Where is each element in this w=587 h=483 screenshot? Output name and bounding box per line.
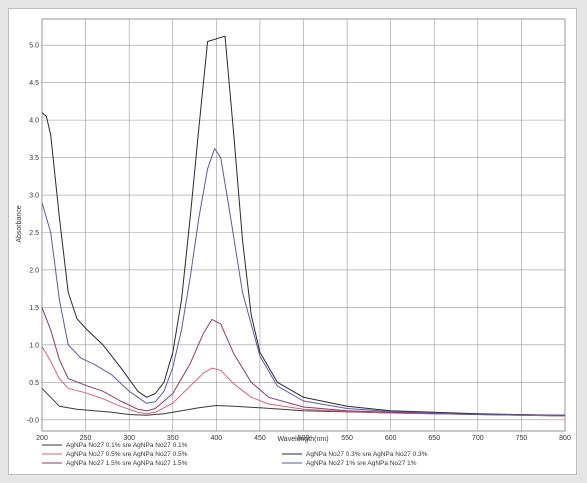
- x-tick-label: 250: [80, 435, 92, 442]
- x-axis-title: Wavelength(nm): [277, 436, 328, 443]
- x-tick-label: 200: [36, 435, 48, 442]
- legend-label-5: AgNPa No27 1% sre AgNPa No27 1%: [306, 460, 417, 467]
- x-tick-label: 600: [385, 435, 397, 442]
- y-tick-label: 1.0: [29, 342, 39, 349]
- y-tick-label: 0.5: [29, 380, 39, 387]
- y-tick-label: 5.0: [29, 43, 39, 50]
- legend: AgNPa No27 0.1% sre AgNPa No27 0.1% AgNPa…: [42, 442, 428, 467]
- tick-labels: 200 250 300 350 400 450 500 550 600 650 700 750 800 -…: [27, 43, 571, 442]
- x-tick-label: 500: [298, 435, 310, 442]
- x-tick-label: 800: [559, 435, 571, 442]
- y-tick-label: 4.5: [29, 80, 39, 87]
- legend-label-2: AgNPa No27 0.5% sre AgNPa No27 0.5%: [66, 451, 188, 458]
- series-lines: [41, 35, 566, 417]
- y-tick-label: 4.0: [29, 118, 39, 125]
- chart-frame: 200 250 300 350 400 450 500 550 600 650 700 750 800 -…: [8, 8, 577, 475]
- y-tick-label: 2.0: [29, 267, 39, 274]
- y-tick-label: 1.5: [29, 305, 39, 312]
- y-tick-label: 2.5: [29, 230, 39, 237]
- y-tick-label: -0.0: [27, 417, 39, 424]
- x-tick-label: 400: [210, 435, 222, 442]
- x-tick-label: 750: [516, 435, 528, 442]
- x-tick-label: 550: [341, 435, 353, 442]
- y-tick-label: 3.5: [29, 155, 39, 162]
- series-line-3: [41, 307, 566, 416]
- y-tick-label: 3.0: [29, 193, 39, 200]
- legend-label-1: AgNPa No27 0.1% sre AgNPa No27 0.1%: [66, 442, 188, 449]
- series-line-4: [41, 35, 566, 416]
- legend-label-4: AgNPa No27 0.3% sre AgNPa No27 0.3%: [306, 451, 428, 458]
- series-line-2: [41, 346, 566, 417]
- y-axis-title: Absorbance: [16, 205, 23, 242]
- x-tick-label: 450: [254, 435, 266, 442]
- x-tick-label: 300: [123, 435, 135, 442]
- x-tick-label: 650: [428, 435, 440, 442]
- x-tick-label: 700: [472, 435, 484, 442]
- absorbance-chart: 200 250 300 350 400 450 500 550 600 650 700 750 800 -…: [16, 18, 571, 467]
- series-line-5: [41, 148, 566, 416]
- legend-label-3: AgNPa No27 1.5% sre AgNPa No27 1.5%: [66, 460, 188, 467]
- series-line-1: [41, 387, 566, 417]
- x-tick-label: 350: [167, 435, 179, 442]
- grid: [41, 19, 566, 431]
